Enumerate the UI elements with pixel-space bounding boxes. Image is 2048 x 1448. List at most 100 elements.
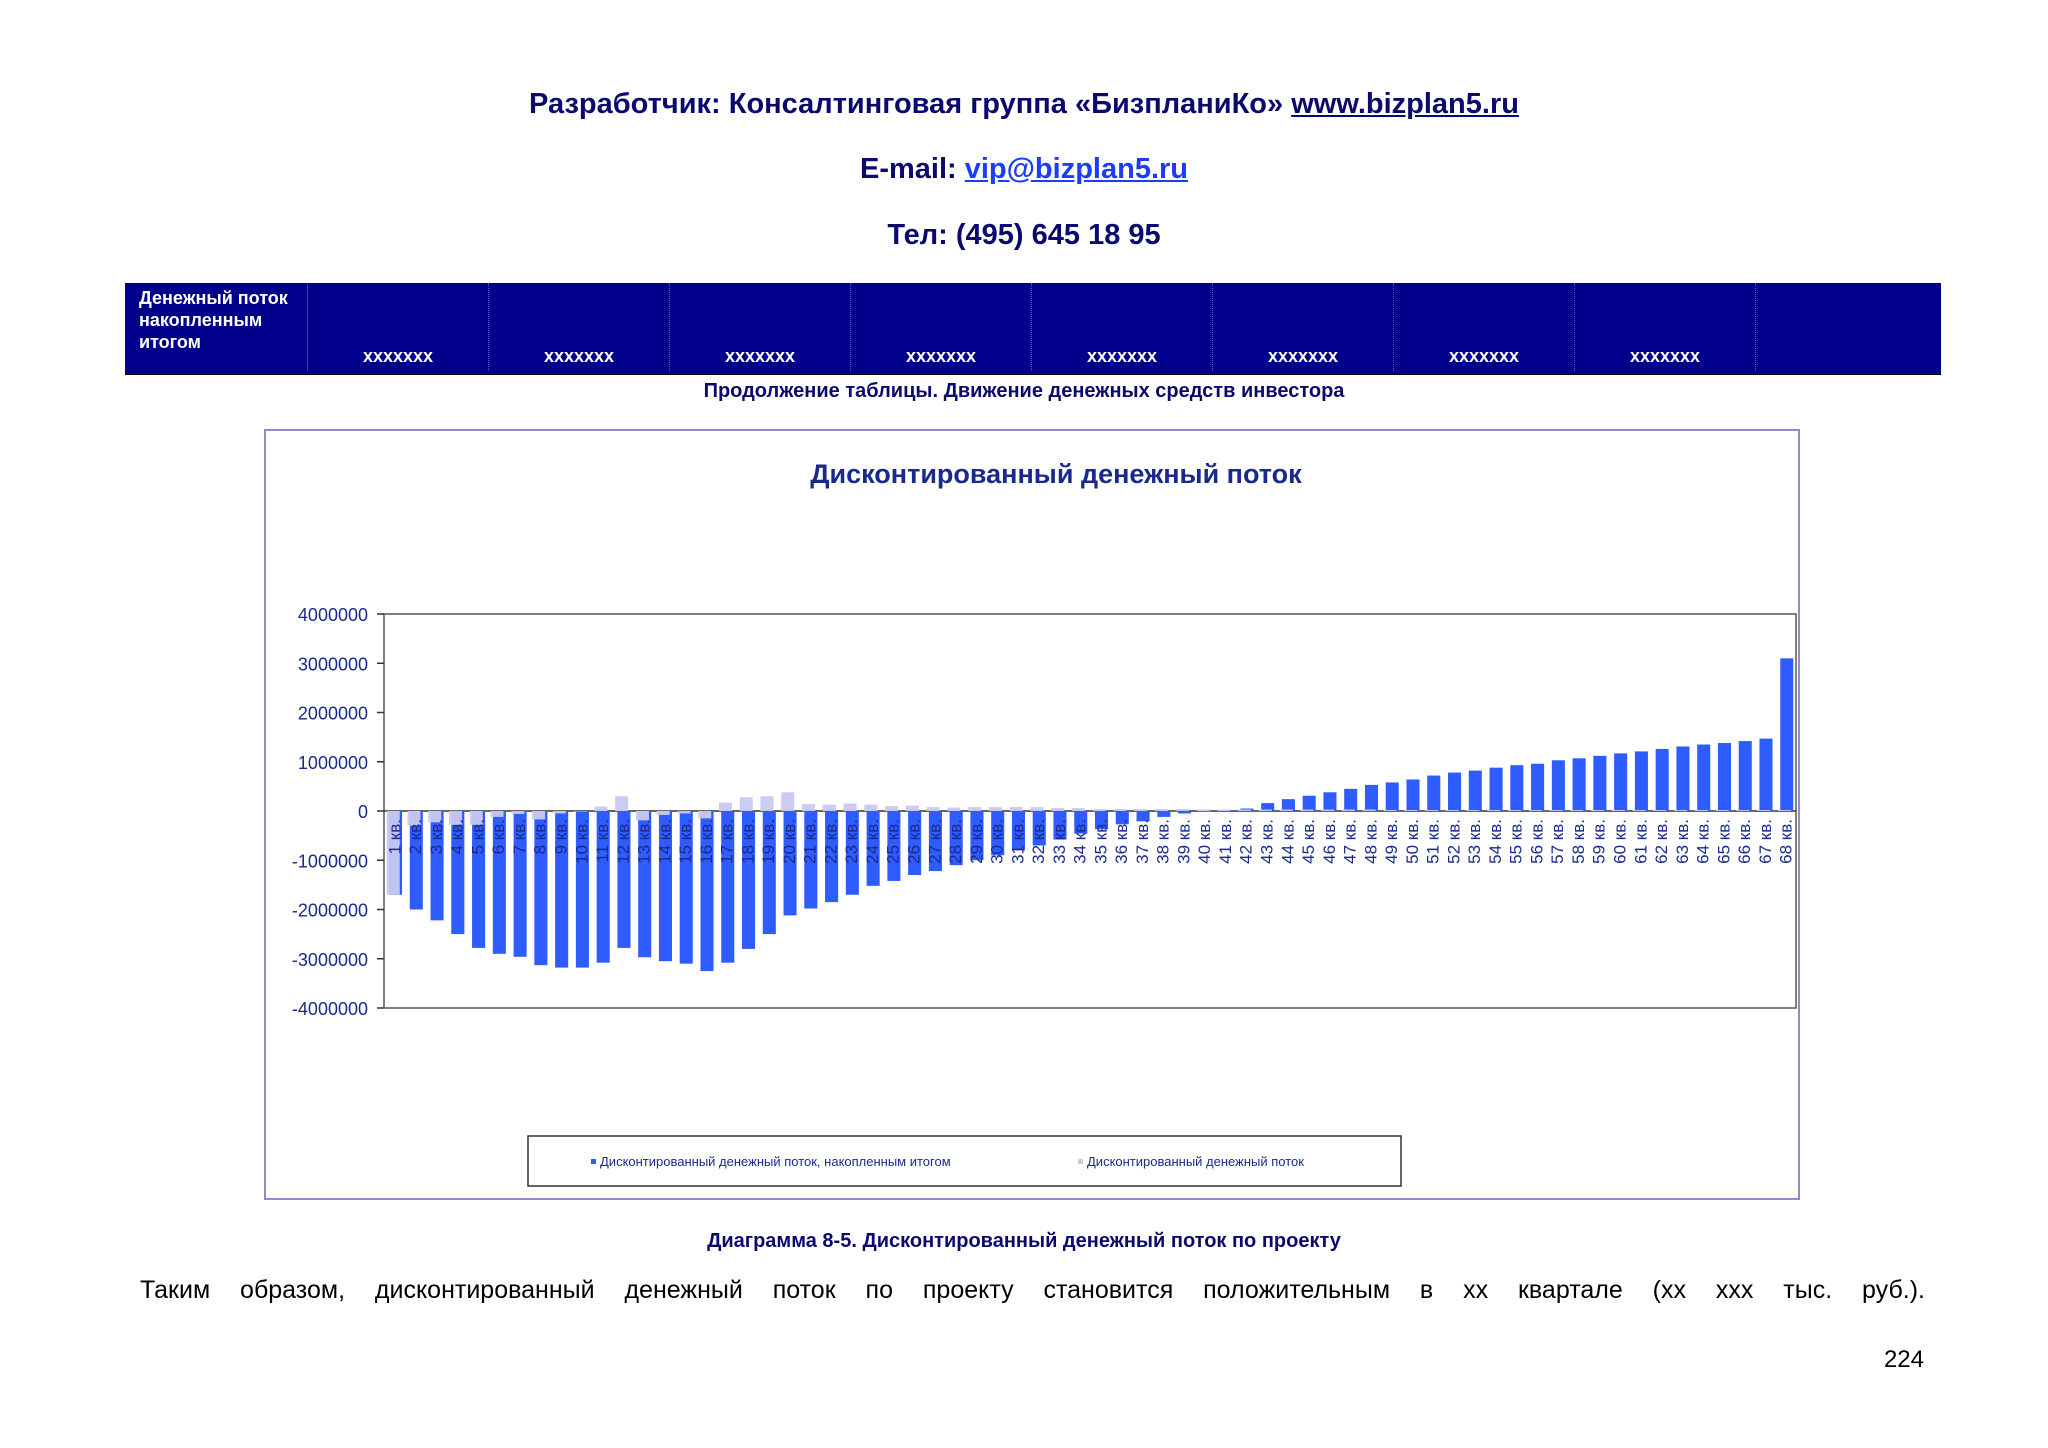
category-label: 37 кв. — [1133, 819, 1152, 864]
bar-discounted — [801, 804, 816, 811]
bar-cumulative — [742, 811, 756, 949]
bar-cumulative — [430, 811, 444, 921]
bar-cumulative — [783, 811, 797, 916]
category-label: 45 кв. — [1299, 819, 1318, 864]
bar-cumulative — [1572, 758, 1586, 811]
bar-discounted — [1175, 809, 1189, 811]
bar-cumulative — [1344, 788, 1358, 811]
bar-discounted — [864, 804, 878, 811]
bar-cumulative — [513, 811, 527, 957]
category-label: 55 кв. — [1507, 819, 1526, 864]
bar-discounted — [781, 792, 795, 811]
category-label: 24 кв. — [863, 819, 882, 864]
email-link[interactable]: vip@bizplan5.ru — [964, 153, 1188, 185]
category-label: 67 кв. — [1756, 819, 1775, 864]
bar-discounted — [573, 811, 587, 812]
bar-cumulative — [1531, 763, 1545, 811]
bar-discounted — [1217, 809, 1231, 811]
bar-discounted — [552, 811, 566, 814]
bar-cumulative — [1697, 744, 1711, 811]
bar-cumulative — [555, 811, 569, 968]
bar-cumulative — [1448, 772, 1462, 811]
category-label: 28 кв. — [946, 819, 965, 864]
bar-cumulative — [1489, 767, 1503, 811]
category-label: 17 кв. — [718, 819, 737, 864]
category-label: 20 кв. — [780, 819, 799, 864]
bar-discounted — [843, 803, 857, 811]
table-row-label: Денежный поток накопленным итогом — [125, 283, 308, 371]
bar-cumulative — [949, 811, 963, 866]
bar-discounted — [1715, 810, 1729, 811]
bar-discounted — [1507, 810, 1522, 811]
bar-discounted — [1777, 810, 1791, 811]
bar-cumulative — [1614, 753, 1628, 811]
discounted-cash-flow-chart: Дисконтированный денежный поток 4000000 30… — [292, 459, 1797, 1187]
bar-cumulative — [1364, 784, 1379, 811]
bar-discounted — [760, 796, 774, 811]
category-label: 35 кв. — [1091, 819, 1110, 864]
category-label: 4 кв. — [448, 819, 467, 854]
bar-cumulative — [1406, 779, 1420, 811]
chart-title: Дисконтированный денежный поток — [810, 459, 1302, 489]
body-paragraph: Таким образом, дисконтированный денежный… — [140, 1276, 1925, 1304]
category-label: 2 кв. — [406, 819, 425, 854]
y-tick-label: 3000000 — [298, 654, 368, 674]
category-label: 15 кв. — [676, 819, 695, 864]
bar-cumulative — [991, 811, 1005, 856]
bar-discounted — [1424, 810, 1438, 811]
bar-discounted — [635, 811, 649, 821]
category-label: 32 кв. — [1029, 819, 1048, 864]
bar-cumulative — [1385, 782, 1399, 811]
table-cell — [1756, 283, 1941, 371]
site-link[interactable]: www.bizplan5.ru — [1291, 88, 1519, 120]
phone-line: Тел: (495) 645 18 95 — [887, 219, 1161, 251]
bar-discounted — [1445, 810, 1459, 811]
category-label: 10 кв. — [572, 819, 591, 864]
category-label: 53 кв. — [1465, 819, 1484, 864]
developer-line: Разработчик: Консалтинговая группа «Бизп… — [0, 88, 2048, 121]
bar-discounted — [448, 811, 463, 825]
category-label: 19 кв. — [759, 819, 778, 864]
chart-frame: Дисконтированный денежный поток 4000000 30… — [264, 429, 1800, 1200]
bar-discounted — [1362, 809, 1376, 811]
bar-discounted — [1404, 810, 1418, 811]
bar-discounted — [1341, 809, 1355, 811]
chart-caption: Диаграмма 8-5. Дисконтированный денежный… — [707, 1230, 1341, 1252]
bar-cumulative — [658, 811, 673, 962]
category-label: 30 кв. — [988, 819, 1007, 864]
bar-discounted — [1279, 809, 1293, 811]
bar-discounted — [968, 807, 982, 811]
bar-discounted — [1238, 809, 1252, 811]
y-tick-label: 4000000 — [298, 605, 368, 625]
bar-cumulative — [700, 811, 714, 972]
bar-cumulative — [1074, 811, 1088, 834]
bar-cumulative — [409, 811, 423, 910]
bar-discounted — [1487, 810, 1501, 811]
legend-swatch-discounted — [1078, 1159, 1083, 1164]
email-label: E-mail: — [860, 153, 957, 185]
bar-cumulative — [1427, 775, 1441, 811]
legend-swatch-cumulative — [591, 1159, 596, 1164]
category-label: 64 кв. — [1694, 819, 1713, 864]
category-label: 29 кв. — [967, 819, 986, 864]
category-label: 47 кв. — [1341, 819, 1360, 864]
bar-discounted — [511, 811, 525, 814]
bar-discounted — [407, 811, 421, 826]
category-label: 61 кв. — [1631, 819, 1650, 864]
category-label: 11 кв. — [593, 819, 612, 863]
bar-cumulative — [1468, 770, 1482, 811]
category-label: 13 кв. — [635, 819, 654, 864]
table-cell: xxxxxxx — [1394, 283, 1575, 371]
bar-cumulative — [1095, 811, 1109, 830]
bar-discounted — [1092, 809, 1106, 811]
bar-cumulative — [887, 811, 901, 881]
category-label: 65 кв. — [1714, 819, 1733, 864]
bar-discounted — [926, 807, 940, 811]
bar-cumulative — [1634, 751, 1648, 811]
bar-discounted — [698, 811, 712, 819]
bar-cumulative — [908, 811, 922, 876]
bar-cumulative — [1593, 755, 1607, 811]
bar-cumulative — [1302, 795, 1316, 811]
category-label: 36 кв. — [1112, 819, 1131, 864]
bar-cumulative — [1738, 741, 1752, 811]
